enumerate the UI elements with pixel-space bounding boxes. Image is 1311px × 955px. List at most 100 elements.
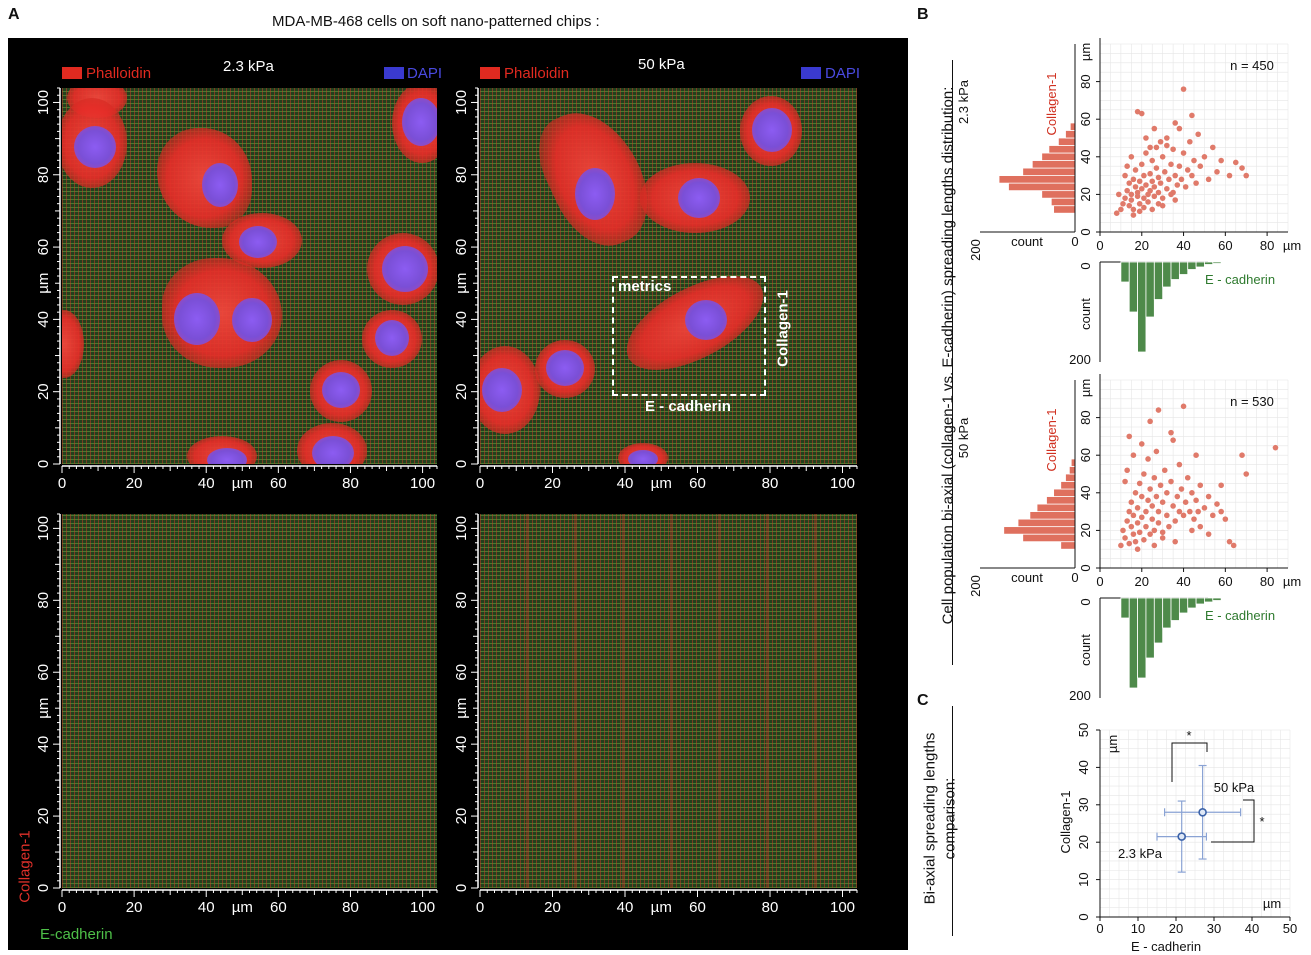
histogram-bar bbox=[1060, 541, 1076, 550]
scatter-point bbox=[1134, 108, 1141, 115]
scatter-point bbox=[1184, 167, 1191, 173]
y-tick-label: 0 bbox=[1076, 913, 1091, 920]
ecadherin-axis-label: E - cadherin bbox=[1205, 608, 1275, 623]
point-label-50kpa: 50 kPa bbox=[1214, 780, 1255, 795]
histogram-bar bbox=[1041, 190, 1076, 199]
scatter-point bbox=[1172, 120, 1178, 126]
scatter-point bbox=[1170, 437, 1176, 443]
scatter-point bbox=[1157, 138, 1164, 145]
scatter-point bbox=[1161, 169, 1168, 175]
histogram-bar bbox=[1008, 182, 1076, 192]
scatter-point bbox=[1155, 201, 1162, 207]
scatter-point bbox=[1170, 146, 1176, 153]
histogram-bar bbox=[1065, 473, 1076, 482]
scatter-point bbox=[1230, 542, 1237, 549]
histogram-bar bbox=[1029, 511, 1076, 520]
scatter-point bbox=[1172, 538, 1178, 545]
scatter-point bbox=[1138, 493, 1145, 500]
histogram-bar bbox=[1070, 458, 1076, 467]
y-tick-label: 60 bbox=[35, 239, 52, 256]
x-tick-label: 20 bbox=[1169, 921, 1183, 936]
histogram-bar bbox=[1153, 597, 1164, 644]
scatter-point bbox=[1145, 497, 1151, 504]
nucleus bbox=[678, 178, 720, 218]
nucleus bbox=[232, 298, 272, 342]
nucleus bbox=[202, 163, 238, 207]
scatter-point bbox=[1143, 182, 1149, 188]
hist-tick-label: 200 bbox=[1069, 352, 1091, 367]
histogram-bar bbox=[1053, 488, 1076, 497]
x-tick-label: 40 bbox=[1176, 574, 1190, 589]
histogram-bar bbox=[1178, 597, 1189, 614]
x-tick-label: 60 bbox=[689, 475, 706, 492]
scatter-point bbox=[1178, 176, 1185, 183]
x-tick-label: 0 bbox=[476, 899, 484, 916]
histogram-bar bbox=[1022, 533, 1076, 543]
x-tick-label: 40 bbox=[1176, 238, 1190, 253]
scatter-point bbox=[1136, 480, 1143, 487]
histogram-bar bbox=[1120, 261, 1130, 283]
scatter-point bbox=[1134, 546, 1141, 552]
nucleus bbox=[685, 300, 727, 340]
scatter-point bbox=[1176, 461, 1183, 468]
y-unit-label: µm bbox=[35, 698, 52, 719]
scatter-point bbox=[1145, 456, 1151, 462]
scatter-point bbox=[1141, 204, 1147, 211]
histogram-bar bbox=[1128, 261, 1138, 313]
nucleus bbox=[239, 226, 277, 258]
nucleus bbox=[174, 293, 220, 345]
y-unit-label: µm bbox=[1078, 379, 1093, 397]
histogram-bar bbox=[1145, 597, 1155, 659]
scatter-point bbox=[1130, 512, 1137, 519]
x-tick-label: 0 bbox=[58, 475, 66, 492]
scatter-point bbox=[1168, 429, 1174, 436]
histogram-bar bbox=[1162, 261, 1172, 288]
scatter-point bbox=[1172, 172, 1178, 179]
y-tick-label: 0 bbox=[35, 884, 52, 892]
y-tick-label: 100 bbox=[453, 90, 470, 115]
scatter-point bbox=[1147, 418, 1153, 425]
x-tick-label: 40 bbox=[617, 475, 634, 492]
scatter-point bbox=[1145, 199, 1151, 205]
y-tick-label: 100 bbox=[453, 516, 470, 541]
scatter-point bbox=[1180, 512, 1187, 519]
x-tick-label: 50 bbox=[1283, 921, 1297, 936]
scatter-point bbox=[1210, 144, 1216, 151]
scatter-point bbox=[1118, 542, 1124, 549]
legend-dapi-swatch bbox=[384, 67, 404, 79]
scatter-point bbox=[1195, 131, 1201, 138]
scatter-point bbox=[1141, 195, 1147, 201]
x-tick-label: 80 bbox=[342, 899, 359, 916]
panel-a-label: A bbox=[8, 6, 20, 23]
y-tick-label: 0 bbox=[1078, 564, 1093, 571]
histogram-bar bbox=[1212, 597, 1222, 601]
x-tick-label: 20 bbox=[126, 475, 143, 492]
scatter-point bbox=[1151, 184, 1158, 190]
scatter-point bbox=[1122, 195, 1128, 201]
x-tick-label: 20 bbox=[544, 475, 561, 492]
scatter-point bbox=[1157, 180, 1164, 186]
scatter-point bbox=[1124, 467, 1130, 474]
y-tick-label: 40 bbox=[35, 736, 52, 753]
scatter-point bbox=[1136, 208, 1143, 215]
x-tick-label: 80 bbox=[762, 899, 779, 916]
y-tick-label: 100 bbox=[35, 90, 52, 115]
scatter-point bbox=[1164, 512, 1170, 519]
y-unit-label: µm bbox=[35, 273, 52, 294]
x-tick-label: 20 bbox=[126, 899, 143, 916]
scatter-point bbox=[1205, 493, 1212, 500]
histogram-bar bbox=[1050, 197, 1076, 207]
hist-tick-label: 200 bbox=[968, 239, 983, 261]
histogram-bar bbox=[1031, 160, 1076, 169]
scatter-point bbox=[1138, 441, 1145, 447]
histogram-bar bbox=[1195, 597, 1205, 605]
x-tick-label: 60 bbox=[1218, 574, 1232, 589]
scatter-point bbox=[1159, 535, 1166, 541]
scatter-point bbox=[1182, 499, 1189, 506]
scatter-point bbox=[1130, 176, 1137, 183]
significance-star: * bbox=[1186, 728, 1191, 743]
scatter-point bbox=[1170, 503, 1176, 509]
histogram-bar bbox=[1187, 261, 1197, 270]
nucleus bbox=[382, 246, 428, 292]
scatter-point bbox=[1164, 142, 1170, 149]
